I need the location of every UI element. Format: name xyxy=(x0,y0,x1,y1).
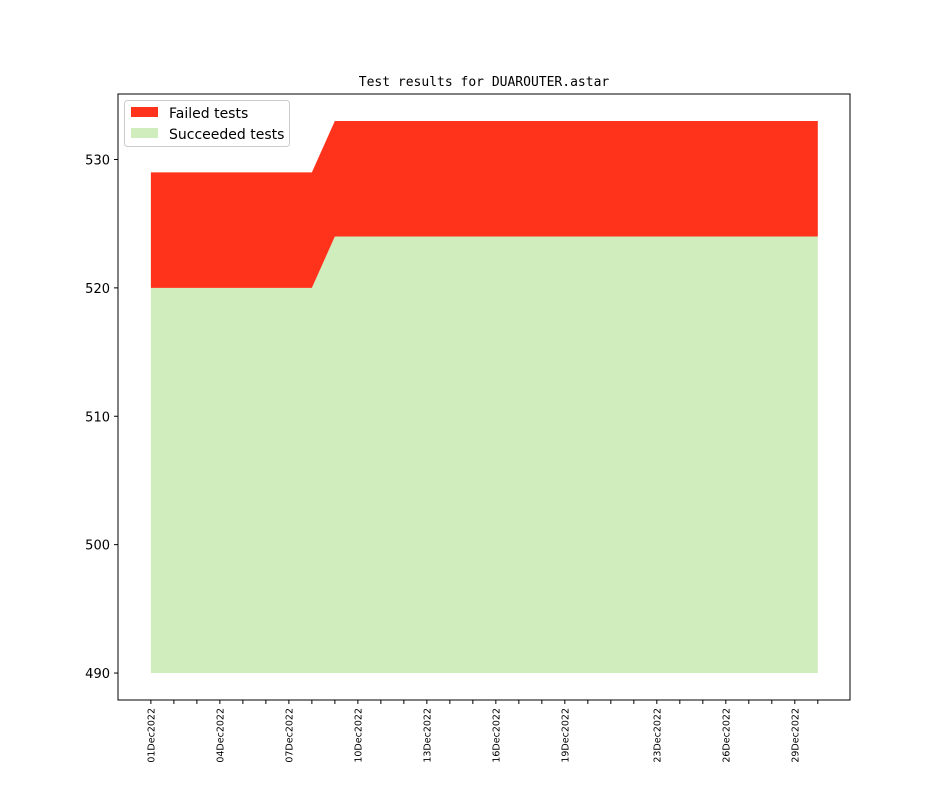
axes-frame xyxy=(117,93,851,701)
x-tick-label: 19Dec2022 xyxy=(560,708,571,763)
legend: Failed tests Succeeded tests xyxy=(124,100,290,147)
x-tick-label: 23Dec2022 xyxy=(652,708,663,763)
x-tick-label: 10Dec2022 xyxy=(353,708,364,763)
y-tick-label: 530 xyxy=(85,153,110,168)
legend-swatch-succeeded xyxy=(131,128,158,138)
x-tick-label: 04Dec2022 xyxy=(215,708,226,763)
x-tick-label: 13Dec2022 xyxy=(422,708,433,763)
failed-tests-area xyxy=(150,120,818,288)
y-tick-label: 520 xyxy=(85,282,110,297)
x-tick-label: 16Dec2022 xyxy=(491,708,502,763)
x-tick-label: 29Dec2022 xyxy=(790,708,801,763)
legend-label-succeeded: Succeeded tests xyxy=(169,127,284,143)
x-tick-label: 26Dec2022 xyxy=(721,708,732,763)
succeeded-tests-area xyxy=(150,236,818,674)
x-tick-label: 01Dec2022 xyxy=(146,708,157,763)
y-tick-label: 510 xyxy=(85,410,110,425)
y-tick-label: 500 xyxy=(85,539,110,554)
legend-swatch-failed xyxy=(131,107,158,117)
legend-label-failed: Failed tests xyxy=(169,106,248,122)
x-tick-label: 07Dec2022 xyxy=(284,708,295,763)
y-tick-label: 490 xyxy=(85,667,110,682)
chart-title: Test results for DUAROUTER.astar xyxy=(359,75,610,90)
